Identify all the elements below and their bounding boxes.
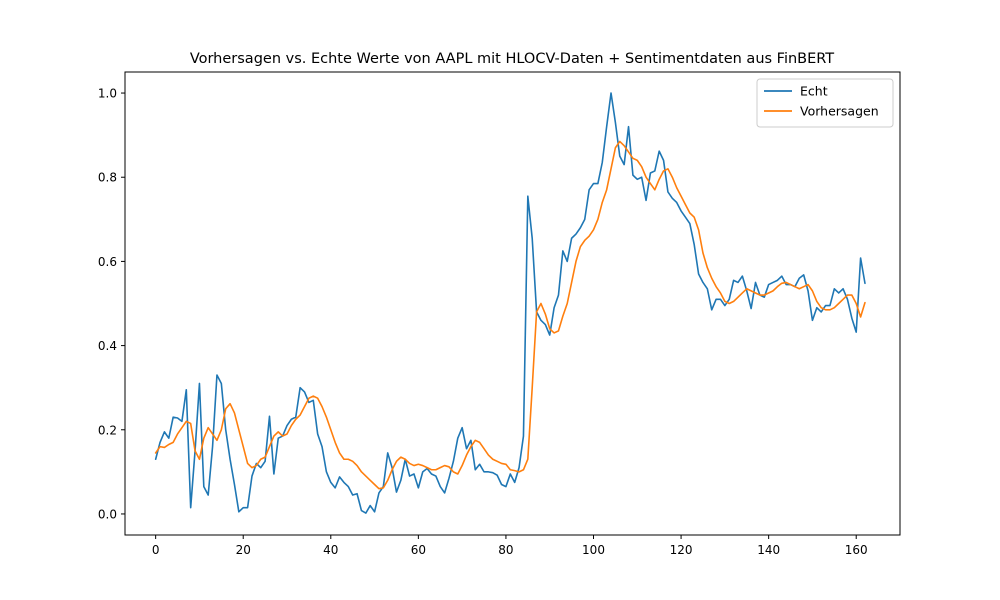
x-tick-label: 160 (845, 543, 868, 557)
y-tick-label: 0.2 (98, 423, 117, 437)
y-tick-label: 0.0 (98, 507, 117, 521)
chart-title: Vorhersagen vs. Echte Werte von AAPL mit… (190, 51, 834, 67)
legend-label: Echt (800, 84, 828, 99)
x-tick-label: 0 (152, 543, 160, 557)
x-tick-label: 80 (498, 543, 513, 557)
axes-layer: 0 20 40 60 80 100 120 140 160 0.0 0.2 0.4 0.6 0.8 1.0 (98, 87, 868, 557)
legend-label: Vorhersagen (800, 104, 879, 119)
plot-frame (124, 71, 901, 536)
legend: Echt Vorhersagen (756, 78, 894, 128)
series-line-vorhersagen (154, 140, 866, 490)
x-tick-label: 100 (582, 543, 605, 557)
x-tick-label: 140 (757, 543, 780, 557)
series-line-echt (154, 92, 866, 514)
x-tick-label: 40 (323, 543, 338, 557)
series-layer (154, 92, 866, 514)
x-tick-label: 120 (670, 543, 693, 557)
plot-area (125, 72, 900, 535)
x-tick-label: 60 (411, 543, 426, 557)
y-tick-label: 0.8 (98, 171, 117, 185)
y-tick-label: 0.4 (98, 339, 117, 353)
y-tick-label: 1.0 (98, 87, 117, 101)
y-tick-label: 0.6 (98, 255, 117, 269)
x-tick-label: 20 (236, 543, 251, 557)
